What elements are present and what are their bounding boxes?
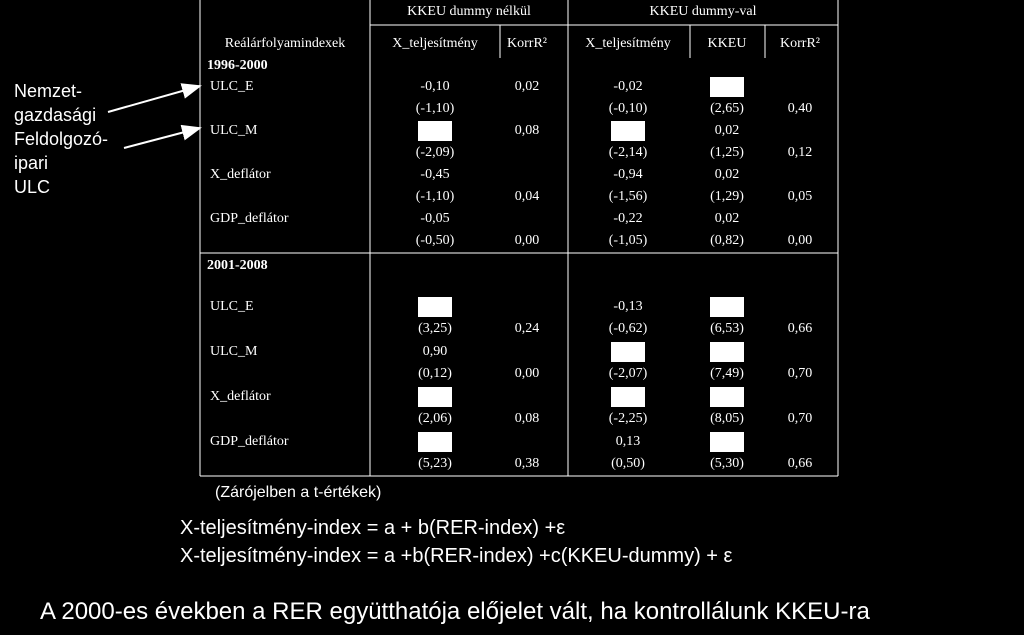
t-value: 0,00 [787,233,813,248]
coefficient: -0,22 [613,211,643,226]
coefficient: 0,13 [615,433,641,449]
t-value: (-0,10) [608,101,648,116]
masked-cell [418,386,452,407]
column-header: X_teljesítmény [392,36,478,51]
t-value: 0,00 [514,233,540,248]
t-value: 0,24 [514,321,540,337]
group-header: KKEU dummy-val [649,4,757,19]
t-value: (-1,10) [415,101,455,116]
column-header: KorrR² [780,36,820,51]
masked-cell [611,341,645,362]
coefficient: 0,02 [714,123,740,138]
t-value: (2,06) [418,411,452,426]
row-label: X_deflátor [210,388,271,404]
t-value: 0,70 [787,411,813,426]
row-label: ULC_E [210,299,254,314]
masked-cell [418,121,452,141]
coefficient: 0,02 [714,211,740,226]
t-value: (0,12) [418,366,452,382]
group-header: KKEU dummy nélkül [407,4,531,19]
period-label: 1996-2000 [207,58,268,73]
t-value: (0,82) [710,233,744,248]
coefficient: -0,02 [613,79,643,94]
t-value: (-2,07) [608,366,648,382]
equation: X-teljesítmény-index = a + b(RER-index) … [180,517,566,539]
coefficient: -0,10 [420,79,450,94]
masked-cell [418,431,452,452]
masked-cell [710,386,744,407]
masked-cell [611,386,645,407]
column-header: Reálárfolyamindexek [224,36,346,51]
masked-cell [710,297,744,317]
t-value: 0,08 [514,411,540,426]
column-header: X_teljesítmény [585,36,671,51]
t-value: (-0,62) [608,321,648,337]
t-value: (-2,25) [608,411,648,426]
t-value: (1,29) [710,189,744,204]
coefficient: -0,94 [613,167,643,182]
coefficient: 0,08 [514,123,540,138]
coefficient: 0,02 [714,167,740,182]
masked-cell [710,431,744,452]
annotation-line: ULC [14,177,51,197]
row-label: ULC_M [210,343,258,359]
t-value: 0,66 [787,321,813,337]
conclusion: A 2000-es években a RER együtthatója elő… [40,598,870,625]
t-value: (5,30) [710,455,744,471]
t-value: 0,70 [787,366,813,382]
coefficient: -0,45 [420,167,450,182]
t-value: 0,66 [787,455,813,471]
t-value: (-2,14) [608,145,648,160]
annotation-line: ipari [14,153,49,173]
annotation-line: gazdasági [14,105,97,125]
t-value: (2,65) [710,101,744,116]
t-value: (-1,10) [415,189,455,204]
annotation-line: Nemzet- [14,81,83,101]
row-label: GDP_deflátor [210,211,289,226]
t-value: (3,25) [418,321,452,337]
t-value: 0,40 [787,101,813,116]
masked-cell [710,77,744,97]
t-value: (-2,09) [415,145,455,160]
column-header: KorrR² [507,36,547,51]
coefficient: -0,05 [420,211,450,226]
t-value: 0,05 [787,189,813,204]
masked-cell [611,121,645,141]
t-value: (1,25) [710,145,744,160]
equation: X-teljesítmény-index = a +b(RER-index) +… [180,545,733,567]
row-label: X_deflátor [210,167,271,182]
t-value: (0,50) [611,455,645,471]
t-value: (-0,50) [415,233,455,248]
coefficient: 0,90 [422,343,448,359]
coefficient: -0,13 [613,299,643,314]
t-value: 0,38 [514,455,540,471]
t-value: 0,12 [787,145,813,160]
coefficient: 0,02 [514,79,540,94]
row-label: ULC_E [210,79,254,94]
row-label: ULC_M [210,123,258,138]
annotation-line: Feldolgozó- [14,129,109,149]
masked-cell [418,297,452,317]
note: (Zárójelben a t-értékek) [215,484,382,501]
t-value: (5,23) [418,455,452,471]
t-value: 0,00 [514,366,540,382]
t-value: (-1,56) [608,189,648,204]
t-value: (6,53) [710,321,744,337]
row-label: GDP_deflátor [210,433,289,449]
t-value: (8,05) [710,411,744,426]
t-value: 0,04 [514,189,540,204]
period-label: 2001-2008 [207,258,268,273]
masked-cell [710,341,744,362]
t-value: (-1,05) [608,233,648,248]
t-value: (7,49) [710,366,744,382]
column-header: KKEU [707,36,747,51]
